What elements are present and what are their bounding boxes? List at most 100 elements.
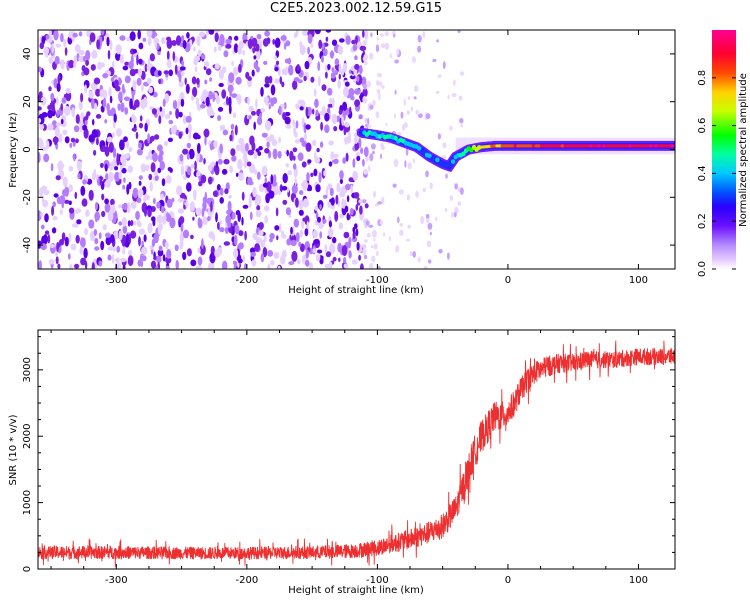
noise-speckle	[372, 150, 375, 155]
noise-speckle	[116, 152, 120, 164]
noise-speckle	[208, 30, 215, 35]
noise-speckle	[246, 161, 252, 167]
noise-speckle	[293, 163, 297, 170]
y-tick-label: 1000	[22, 490, 33, 515]
noise-speckle	[219, 197, 224, 204]
noise-speckle	[328, 140, 334, 146]
noise-speckle	[95, 137, 99, 146]
noise-speckle	[256, 171, 261, 180]
noise-speckle	[159, 160, 165, 171]
noise-speckle	[132, 187, 139, 199]
noise-speckle	[368, 262, 374, 269]
noise-speckle	[253, 151, 258, 160]
noise-speckle	[354, 88, 361, 95]
noise-speckle	[116, 262, 122, 269]
noise-speckle	[297, 79, 303, 84]
noise-speckle	[238, 63, 242, 73]
noise-speckle	[286, 149, 290, 157]
noise-speckle	[331, 39, 338, 46]
noise-speckle	[236, 94, 242, 103]
noise-speckle	[358, 65, 363, 75]
noise-speckle	[304, 60, 310, 70]
noise-speckle	[112, 246, 116, 252]
noise-speckle	[284, 116, 290, 125]
signal-trace-point	[461, 151, 466, 157]
noise-speckle	[330, 72, 336, 79]
spectrogram-y-label: Frequency (Hz)	[8, 112, 19, 188]
noise-speckle	[362, 247, 367, 256]
noise-speckle	[118, 171, 123, 180]
signal-trace-point	[417, 146, 422, 151]
noise-speckle	[44, 213, 49, 223]
noise-speckle	[437, 133, 441, 140]
noise-speckle	[344, 205, 349, 213]
noise-speckle	[349, 106, 352, 114]
noise-speckle	[302, 30, 309, 36]
snr-y-ticks: 0 1000 2000 3000	[22, 336, 675, 572]
noise-speckle	[345, 183, 351, 191]
noise-speckle	[97, 61, 103, 70]
noise-speckle	[266, 136, 273, 142]
noise-speckle	[53, 78, 58, 89]
noise-speckle	[341, 245, 348, 257]
noise-speckle	[137, 188, 144, 198]
noise-speckle	[118, 91, 123, 102]
noise-speckle	[115, 257, 120, 263]
noise-speckle	[264, 215, 268, 224]
noise-speckle	[273, 251, 280, 259]
noise-speckle	[346, 195, 350, 203]
noise-speckle	[74, 44, 81, 53]
noise-speckle	[323, 170, 327, 177]
signal-trace-point	[448, 162, 453, 168]
noise-speckle	[375, 250, 379, 256]
noise-speckle	[354, 135, 358, 144]
noise-speckle	[437, 74, 442, 78]
noise-speckle	[429, 182, 433, 190]
noise-speckle	[164, 140, 168, 147]
noise-speckle	[175, 259, 179, 269]
noise-speckle	[38, 66, 42, 73]
noise-speckle	[171, 197, 175, 203]
page-title: C2E5.2023.002.12.59.G15	[269, 1, 443, 16]
noise-speckle	[121, 203, 128, 210]
noise-speckle	[343, 263, 349, 269]
noise-speckle	[338, 222, 343, 230]
noise-speckle	[318, 172, 322, 183]
noise-speckle	[109, 39, 113, 51]
noise-speckle	[190, 163, 195, 169]
noise-speckle	[264, 83, 270, 88]
noise-speckle	[40, 212, 43, 218]
noise-speckle	[337, 242, 342, 253]
noise-speckle	[343, 126, 347, 136]
noise-speckle	[230, 148, 236, 157]
noise-speckle	[253, 121, 256, 130]
noise-speckle	[106, 136, 113, 143]
noise-speckle	[149, 181, 153, 192]
noise-speckle	[264, 177, 267, 185]
noise-speckle	[423, 265, 428, 269]
noise-speckle	[325, 186, 329, 197]
noise-speckle	[91, 262, 95, 269]
noise-speckle	[58, 133, 63, 143]
noise-speckle	[166, 38, 173, 49]
noise-speckle	[394, 113, 396, 119]
noise-speckle	[178, 131, 183, 139]
noise-speckle	[201, 207, 205, 218]
noise-speckle	[324, 112, 330, 122]
noise-speckle	[258, 222, 264, 230]
noise-speckle	[247, 180, 254, 186]
noise-speckle	[201, 54, 206, 60]
noise-speckle	[410, 106, 414, 112]
noise-speckle	[219, 143, 223, 154]
noise-speckle	[193, 46, 196, 52]
noise-speckle	[269, 237, 273, 243]
noise-speckle	[307, 33, 313, 44]
noise-speckle	[171, 40, 177, 46]
noise-speckle	[121, 217, 127, 227]
noise-speckle	[272, 38, 276, 45]
noise-speckle	[73, 61, 77, 69]
noise-speckle	[253, 55, 257, 60]
noise-speckle	[203, 158, 206, 165]
noise-speckle	[160, 193, 164, 200]
noise-speckle	[325, 36, 329, 42]
